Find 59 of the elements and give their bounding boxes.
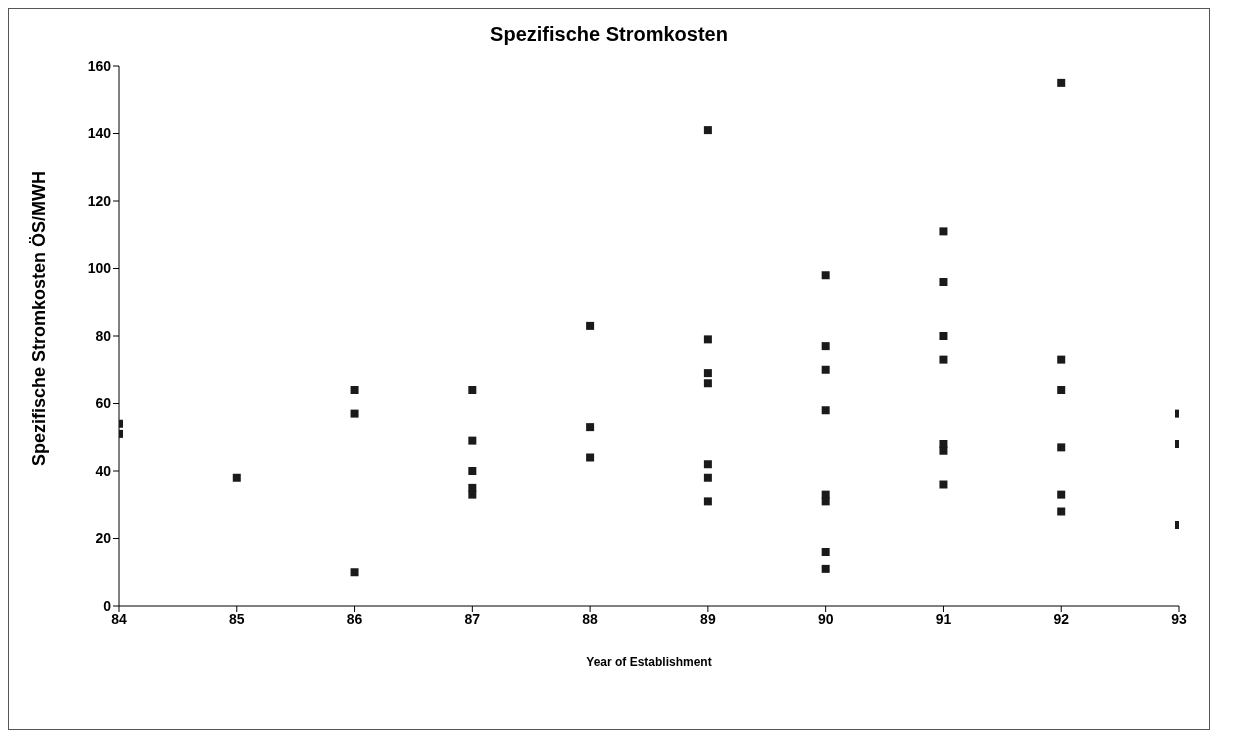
x-tick-label: 87	[464, 610, 481, 627]
y-tick-label: 140	[87, 125, 112, 142]
point	[821, 365, 830, 374]
y-tick-label: 120	[87, 192, 112, 209]
point	[939, 278, 948, 286]
x-axis-title: Year of Establishment	[586, 655, 712, 669]
point	[939, 332, 948, 340]
x-tick-label: 93	[1171, 610, 1187, 627]
point	[468, 490, 477, 499]
chart-title: Spezifische Stromkosten	[489, 23, 729, 46]
point	[586, 423, 595, 432]
point	[939, 446, 948, 455]
point	[1057, 443, 1066, 452]
point	[586, 453, 595, 462]
point	[468, 467, 477, 475]
point	[939, 355, 948, 364]
point	[703, 460, 712, 469]
point	[821, 497, 830, 506]
x-tick-label: 88	[582, 610, 599, 627]
x-tick-label: 90	[817, 610, 834, 627]
point	[1057, 490, 1066, 499]
y-tick-label: 40	[95, 462, 112, 479]
y-axis-title: Spezifische Stromkosten ÖS/MWH	[29, 170, 50, 466]
point	[821, 548, 830, 556]
point	[703, 335, 712, 344]
x-tick-label: 86	[346, 610, 363, 627]
point	[1057, 386, 1066, 394]
point	[1057, 78, 1066, 87]
point	[703, 126, 712, 135]
point	[821, 406, 830, 415]
y-tick-label: 20	[95, 530, 112, 547]
point	[586, 321, 595, 330]
y-tick-label: 60	[95, 395, 112, 412]
y-tick-label: 160	[87, 57, 112, 74]
point	[468, 386, 477, 394]
point	[1057, 355, 1066, 364]
point	[350, 568, 359, 577]
x-tick-label: 92	[1053, 610, 1070, 627]
y-tick-label: 0	[103, 597, 112, 614]
point	[703, 497, 712, 506]
point	[821, 564, 830, 573]
point	[468, 436, 477, 445]
x-tick-label: 84	[111, 610, 127, 627]
point	[939, 480, 948, 489]
point	[703, 369, 712, 378]
point	[821, 342, 830, 351]
y-tick-label: 80	[95, 327, 112, 344]
point	[1057, 507, 1066, 516]
x-tick-label: 89	[700, 610, 716, 627]
point	[350, 409, 359, 418]
point	[232, 473, 241, 482]
x-tick-label: 91	[935, 610, 952, 627]
point	[939, 227, 948, 236]
point	[703, 379, 712, 388]
point	[350, 386, 359, 394]
x-tick-label: 85	[228, 610, 245, 627]
point	[703, 473, 712, 482]
point	[821, 271, 830, 280]
y-tick-label: 100	[87, 260, 112, 277]
